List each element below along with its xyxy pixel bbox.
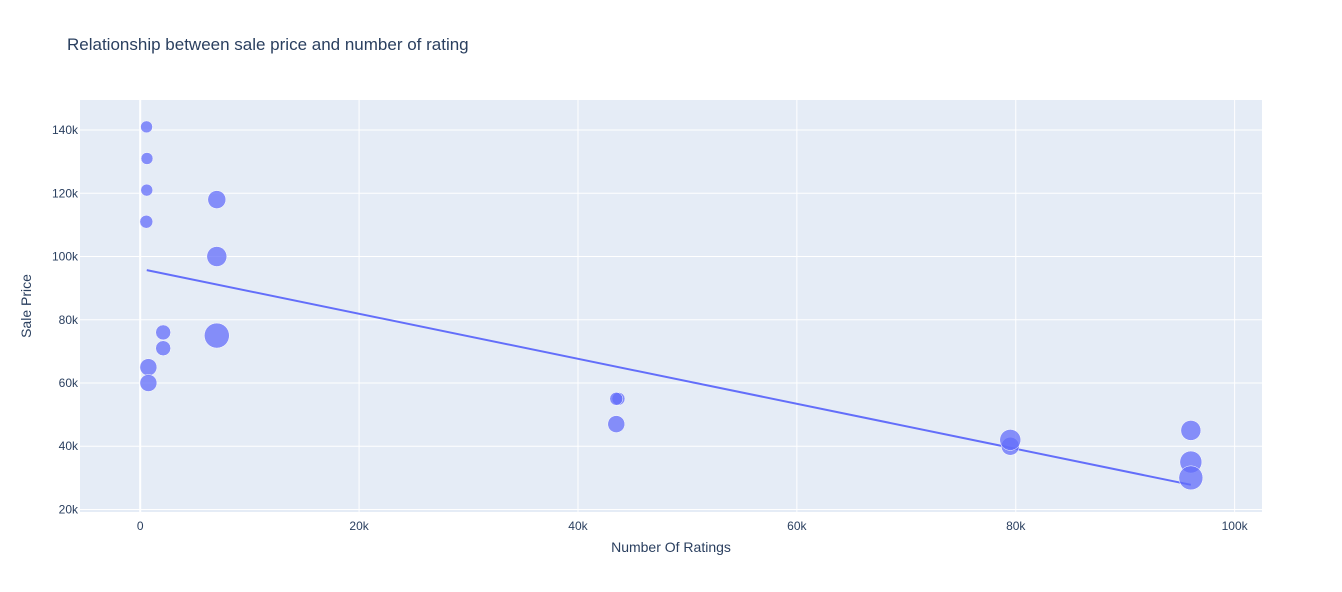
data-point[interactable]: [207, 190, 227, 209]
y-tick-label: 80k: [59, 313, 79, 327]
data-points: [139, 120, 1204, 491]
x-axis-ticks: 0 20k 40k 60k 80k 100k: [137, 519, 1249, 533]
data-point[interactable]: [1178, 465, 1204, 491]
data-point[interactable]: [1180, 420, 1202, 441]
data-point[interactable]: [155, 340, 171, 356]
grid-lines: [80, 100, 1262, 512]
y-tick-label: 140k: [52, 123, 79, 137]
y-axis-ticks: 20k 40k 60k 80k 100k 120k 140k: [52, 123, 79, 516]
x-tick-label: 60k: [787, 519, 807, 533]
data-point[interactable]: [206, 246, 228, 267]
x-tick-label: 20k: [349, 519, 369, 533]
data-point[interactable]: [609, 392, 624, 406]
data-point[interactable]: [999, 429, 1022, 451]
data-point[interactable]: [204, 322, 230, 349]
data-point[interactable]: [140, 120, 153, 134]
data-point[interactable]: [607, 415, 626, 433]
data-point[interactable]: [140, 183, 154, 197]
data-point[interactable]: [155, 324, 171, 341]
y-tick-label: 100k: [52, 250, 79, 264]
data-point[interactable]: [139, 358, 158, 376]
y-tick-label: 120k: [52, 186, 79, 200]
y-tick-label: 20k: [59, 502, 79, 516]
chart-title: Relationship between sale price and numb…: [67, 35, 469, 54]
data-point[interactable]: [139, 374, 158, 392]
data-point[interactable]: [140, 152, 154, 165]
y-tick-label: 40k: [59, 439, 79, 453]
plot-area: [80, 100, 1262, 512]
y-tick-label: 60k: [59, 376, 79, 390]
x-tick-label: 100k: [1222, 519, 1249, 533]
x-tick-label: 40k: [568, 519, 588, 533]
x-tick-label: 80k: [1006, 519, 1026, 533]
x-tick-label: 0: [137, 519, 144, 533]
y-axis-title: Sale Price: [18, 274, 34, 338]
x-axis-title: Number Of Ratings: [611, 539, 731, 555]
data-point[interactable]: [139, 214, 154, 229]
